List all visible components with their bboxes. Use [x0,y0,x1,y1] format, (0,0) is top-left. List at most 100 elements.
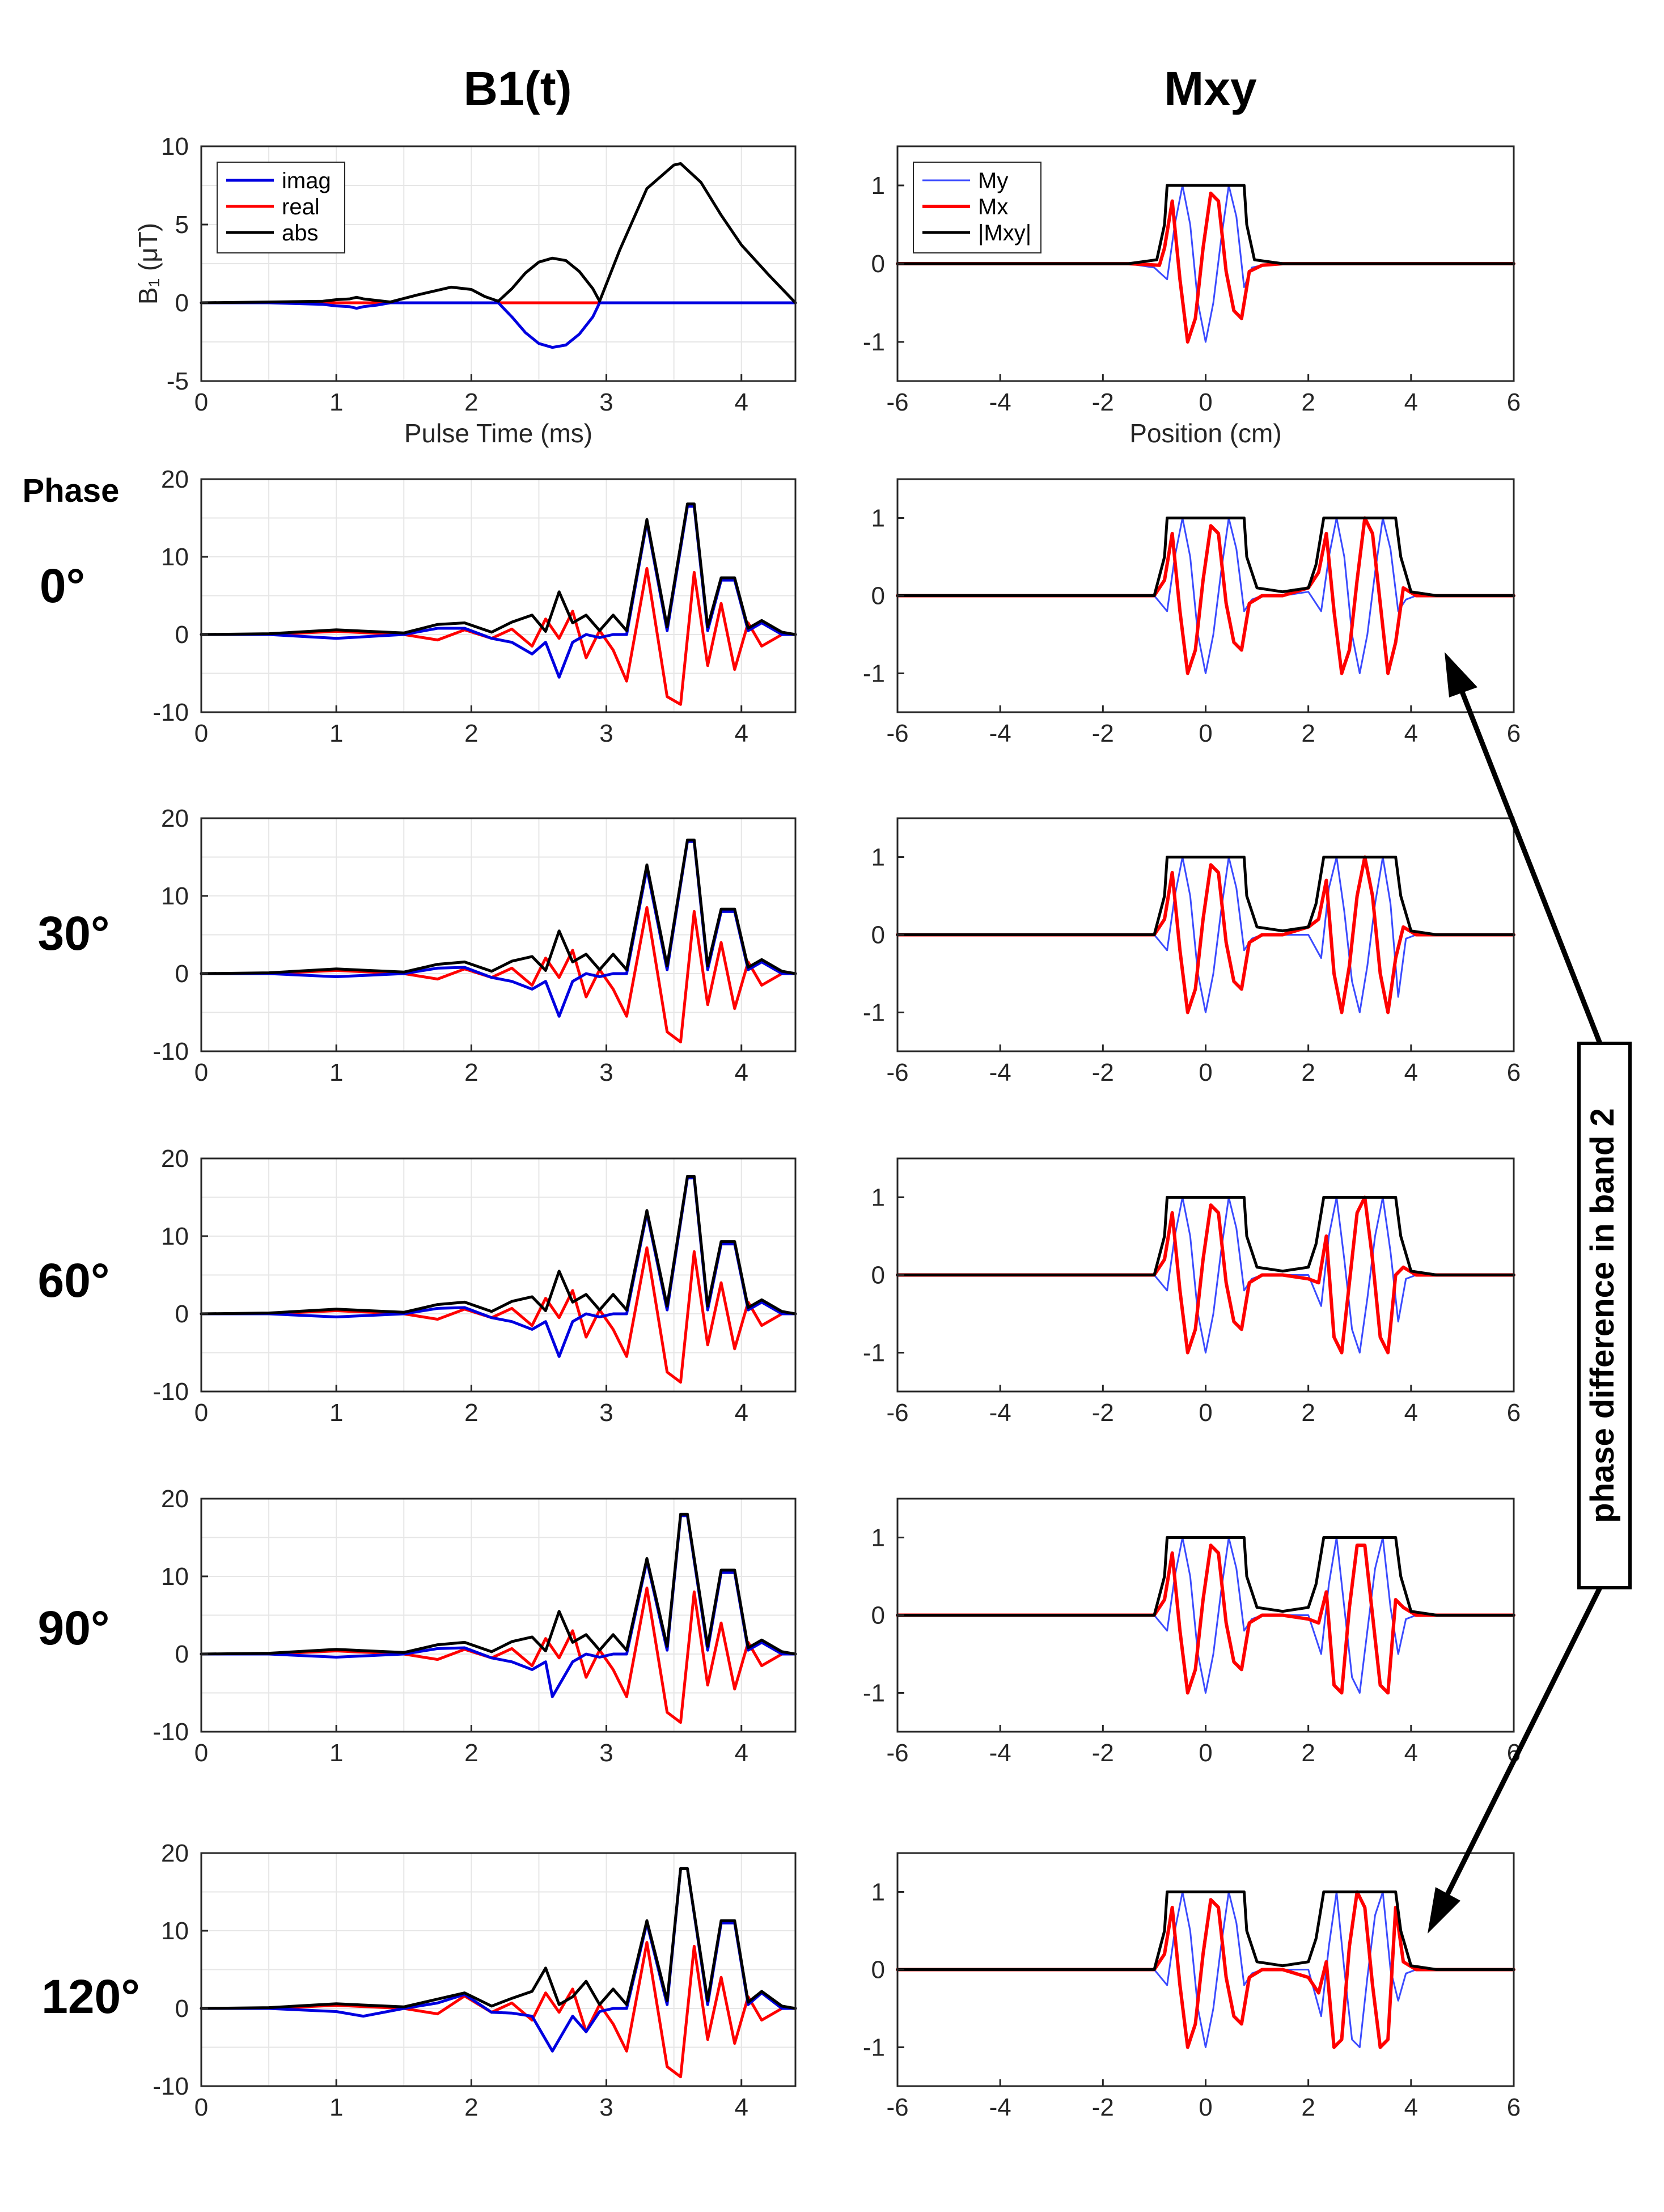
x-tick-label: 0 [1199,2093,1212,2121]
y-tick-label: -1 [863,1680,885,1707]
phase-label-60: 60° [37,1254,109,1307]
phase-label-30: 30° [37,907,109,960]
series-line-my [896,184,1515,343]
x-tick-label: 6 [1507,388,1521,416]
axes-frame [200,145,797,382]
x-tick-label: 0 [194,1399,208,1427]
x-tick-label: 0 [1199,1399,1212,1427]
series-line-abs [200,1512,797,1656]
x-tick-label: 2 [464,1059,478,1086]
x-tick-label: -4 [989,2093,1011,2121]
left-column-header: B1(t) [463,62,571,115]
series-line-my [896,856,1515,1013]
y-tick-label: 1 [871,1524,885,1552]
x-tick-label: 3 [599,2093,613,2121]
series-line-abs [200,1175,797,1316]
x-tick-label: 2 [464,2093,478,2121]
x-tick-label: 1 [329,1739,343,1767]
x-tick-label: 0 [1199,1739,1212,1767]
x-tick-label: -4 [989,1059,1011,1086]
y-tick-label: 20 [161,1839,189,1867]
x-tick-label: 1 [329,1399,343,1427]
y-tick-label: 0 [175,960,189,988]
y-tick-label: -1 [863,2034,885,2062]
phase-label-header: Phase [23,472,120,509]
x-tick-label: 3 [599,1399,613,1427]
y-tick-label: 0 [175,1995,189,2023]
x-tick-label: 6 [1507,2093,1521,2121]
x-axis-label: Position (cm) [1129,418,1281,448]
x-tick-label: 4 [1404,388,1418,416]
x-tick-label: 2 [1301,388,1315,416]
x-tick-label: -6 [886,1739,908,1767]
x-tick-label: 4 [734,388,748,416]
y-tick-label: 0 [871,1262,885,1289]
x-tick-label: 2 [464,1399,478,1427]
x-tick-label: 4 [1404,1059,1418,1086]
x-tick-label: -6 [886,1399,908,1427]
y-axis-label: B₁ (μT) [133,223,163,304]
y-tick-label: 20 [161,805,189,832]
x-tick-label: 6 [1507,1059,1521,1086]
y-tick-label: 0 [175,1300,189,1328]
y-tick-label: 10 [161,1563,189,1591]
series-line-mxy [896,856,1515,936]
x-tick-label: 4 [1404,2093,1418,2121]
axes-frame [200,478,797,713]
x-tick-label: 3 [599,720,613,747]
y-tick-label: 0 [175,1640,189,1668]
x-tick-label: -6 [886,2093,908,2121]
series-line-my [896,1537,1515,1694]
x-tick-label: 2 [464,720,478,747]
y-tick-label: 0 [871,582,885,610]
x-tick-label: 6 [1507,720,1521,747]
x-tick-label: 4 [1404,1399,1418,1427]
axes-frame [200,1157,797,1393]
chart-mxy_120: -6 -4 -2 0 2 4 6 -1 0 1 [863,1852,1521,2121]
y-tick-label: 10 [161,133,189,160]
legend-label: My [978,168,1008,193]
arrow-line-upper [1457,685,1603,1044]
phase-label-90: 90° [37,1601,109,1655]
phase-label-0: 0° [40,559,85,612]
y-tick-label: 10 [161,1223,189,1250]
y-tick-label: 0 [871,921,885,949]
x-tick-label: -4 [989,1739,1011,1767]
chart-mxy_0: -6 -4 -2 0 2 4 6 -1 0 1 [863,478,1521,747]
y-tick-label: -1 [863,660,885,688]
y-tick-label: -10 [153,1378,189,1406]
phase-annotation: phase difference in band 2 [1428,652,1632,1934]
x-tick-label: 0 [194,2093,208,2121]
chart-mxy_30: -6 -4 -2 0 2 4 6 -1 0 1 [863,817,1521,1086]
x-tick-label: 4 [1404,720,1418,747]
series-line-mxy [896,1536,1515,1617]
annotation-box [1577,1042,1632,1589]
y-tick-label: 1 [871,1184,885,1212]
x-tick-label: 2 [1301,2093,1315,2121]
series-line-abs [200,502,797,636]
y-tick-label: 20 [161,1485,189,1513]
series-line-mxy [896,184,1515,265]
y-tick-label: 1 [871,172,885,200]
x-tick-label: 1 [329,720,343,747]
x-tick-label: 0 [194,720,208,747]
y-tick-label: 10 [161,882,189,910]
chart-mxy_90: -6 -4 -2 0 2 4 6-101 [863,1498,1521,1767]
x-tick-label: -6 [886,388,908,416]
x-tick-label: 1 [329,2093,343,2121]
x-tick-label: -2 [1092,720,1114,747]
series-line-my [896,517,1515,674]
x-tick-label: 2 [1301,1399,1315,1427]
y-tick-label: -10 [153,1038,189,1065]
y-tick-label: -1 [863,999,885,1027]
y-tick-label: 1 [871,1879,885,1906]
axes-frame [200,1852,797,2087]
annotation-text: phase difference in band 2 [1584,1108,1621,1523]
series-line-abs [200,162,797,304]
y-tick-label: -1 [863,1339,885,1367]
x-tick-label: 4 [734,2093,748,2121]
